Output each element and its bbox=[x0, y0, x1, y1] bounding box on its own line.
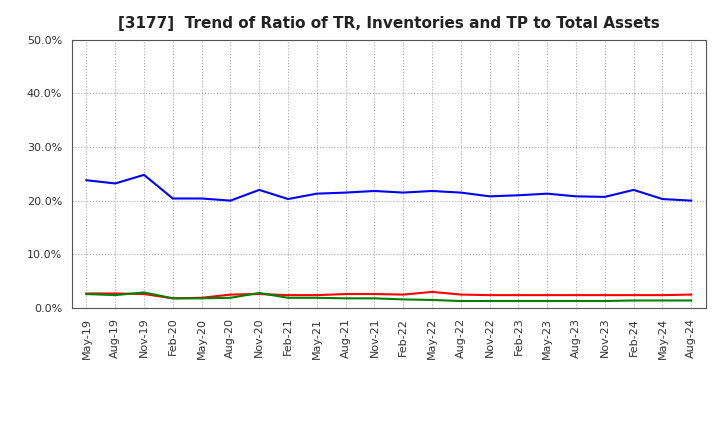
Inventories bbox=[226, 198, 235, 203]
Trade Payables bbox=[312, 295, 321, 301]
Inventories bbox=[312, 191, 321, 196]
Inventories bbox=[255, 187, 264, 193]
Trade Receivables bbox=[572, 293, 580, 298]
Line: Trade Payables: Trade Payables bbox=[86, 293, 691, 301]
Trade Payables bbox=[284, 295, 292, 301]
Trade Payables bbox=[226, 295, 235, 301]
Trade Payables bbox=[485, 298, 494, 304]
Trade Payables bbox=[255, 290, 264, 296]
Trade Receivables bbox=[687, 292, 696, 297]
Trade Receivables bbox=[111, 291, 120, 296]
Trade Receivables bbox=[255, 291, 264, 297]
Inventories bbox=[658, 196, 667, 202]
Inventories bbox=[341, 190, 350, 195]
Trade Receivables bbox=[284, 293, 292, 298]
Inventories bbox=[140, 172, 148, 177]
Inventories bbox=[284, 196, 292, 202]
Inventories bbox=[370, 188, 379, 194]
Trade Receivables bbox=[226, 292, 235, 297]
Inventories bbox=[514, 193, 523, 198]
Inventories bbox=[399, 190, 408, 195]
Trade Receivables bbox=[514, 293, 523, 298]
Inventories bbox=[168, 196, 177, 201]
Line: Inventories: Inventories bbox=[86, 175, 691, 201]
Trade Receivables bbox=[312, 293, 321, 298]
Line: Trade Receivables: Trade Receivables bbox=[86, 292, 691, 298]
Trade Receivables bbox=[82, 291, 91, 296]
Trade Payables bbox=[687, 298, 696, 303]
Inventories bbox=[687, 198, 696, 203]
Inventories bbox=[428, 188, 436, 194]
Trade Receivables bbox=[399, 292, 408, 297]
Trade Receivables bbox=[629, 293, 638, 298]
Trade Receivables bbox=[658, 293, 667, 298]
Inventories bbox=[456, 190, 465, 195]
Trade Payables bbox=[168, 296, 177, 301]
Trade Payables bbox=[456, 298, 465, 304]
Trade Receivables bbox=[543, 293, 552, 298]
Trade Payables bbox=[658, 298, 667, 303]
Trade Payables bbox=[600, 298, 609, 304]
Trade Receivables bbox=[428, 289, 436, 294]
Trade Payables bbox=[370, 296, 379, 301]
Inventories bbox=[629, 187, 638, 193]
Trade Payables bbox=[197, 296, 206, 301]
Trade Receivables bbox=[485, 293, 494, 298]
Trade Payables bbox=[82, 291, 91, 297]
Trade Payables bbox=[543, 298, 552, 304]
Trade Payables bbox=[399, 297, 408, 302]
Inventories bbox=[197, 196, 206, 201]
Trade Receivables bbox=[456, 292, 465, 297]
Trade Payables bbox=[572, 298, 580, 304]
Trade Payables bbox=[341, 296, 350, 301]
Trade Payables bbox=[629, 298, 638, 303]
Inventories bbox=[572, 194, 580, 199]
Trade Receivables bbox=[341, 291, 350, 297]
Inventories bbox=[485, 194, 494, 199]
Inventories bbox=[600, 194, 609, 199]
Trade Receivables bbox=[197, 295, 206, 301]
Trade Receivables bbox=[600, 293, 609, 298]
Inventories bbox=[111, 181, 120, 186]
Trade Receivables bbox=[168, 296, 177, 301]
Trade Payables bbox=[111, 293, 120, 298]
Title: [3177]  Trend of Ratio of TR, Inventories and TP to Total Assets: [3177] Trend of Ratio of TR, Inventories… bbox=[118, 16, 660, 32]
Trade Payables bbox=[140, 290, 148, 295]
Inventories bbox=[82, 178, 91, 183]
Trade Receivables bbox=[140, 291, 148, 297]
Inventories bbox=[543, 191, 552, 196]
Trade Payables bbox=[514, 298, 523, 304]
Trade Receivables bbox=[370, 291, 379, 297]
Trade Payables bbox=[428, 297, 436, 303]
